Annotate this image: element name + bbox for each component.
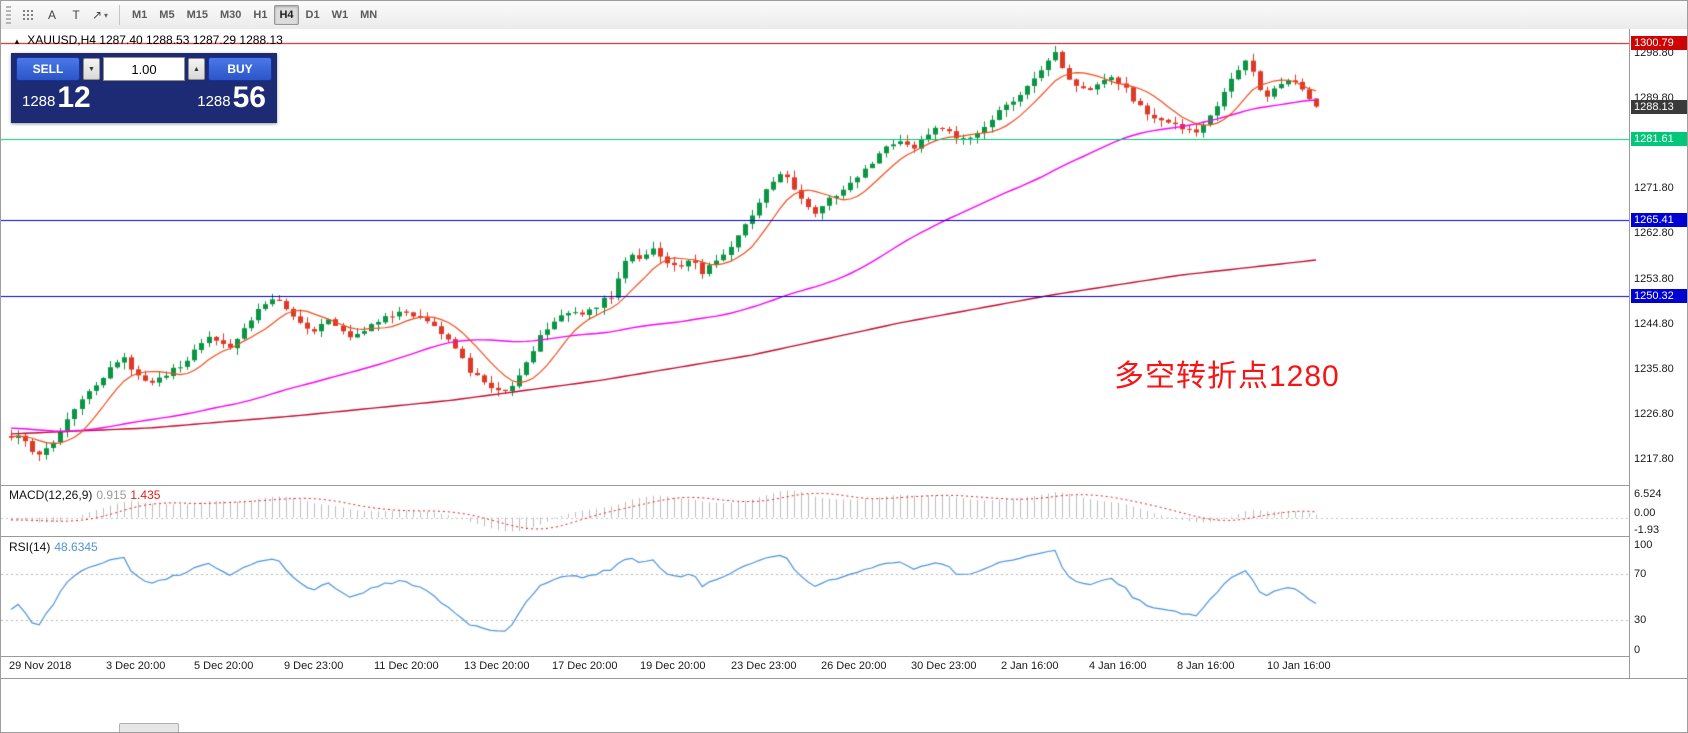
chart-region: ▲ XAUUSD,H4 1287.40 1288.53 1287.29 1288…: [1, 29, 1688, 733]
panel-separator[interactable]: [1, 536, 1629, 537]
timeframe-button-d1[interactable]: D1: [301, 5, 325, 25]
time-axis-label: 26 Dec 20:00: [821, 660, 886, 672]
chart-annotation-text: 多空转折点1280: [1114, 351, 1340, 395]
price-tick-label: 1244.80: [1634, 318, 1674, 330]
price-tick-label: 1226.80: [1634, 408, 1674, 420]
grid-glyph: [22, 9, 34, 21]
price-tick-label: 1271.80: [1634, 182, 1674, 194]
toolbar-separator: [119, 5, 120, 25]
timeframe-button-w1[interactable]: W1: [327, 5, 354, 25]
timeframe-button-m15[interactable]: M15: [182, 5, 213, 25]
rsi-axis-label: 100: [1634, 539, 1652, 551]
buy-price: 1288 56: [197, 83, 266, 113]
rsi-indicator-canvas[interactable]: [1, 539, 1629, 655]
time-axis[interactable]: 29 Nov 2018 3 Dec 20:00 5 Dec 20:00 9 Dec 2…: [1, 657, 1629, 678]
volume-input[interactable]: [103, 57, 185, 81]
toolbar: A T ↗ ▾ M1M5M15M30H1H4D1W1MN: [1, 1, 1687, 30]
price-line-badge: 1300.79: [1631, 36, 1688, 50]
price-axis-separator: [1629, 29, 1630, 678]
timeframe-button-h4[interactable]: H4: [274, 5, 298, 25]
rsi-axis-label: 70: [1634, 568, 1646, 580]
timeframe-button-m5[interactable]: M5: [154, 5, 179, 25]
volume-decrease-button[interactable]: ▼: [83, 58, 100, 80]
bottom-strip: [1, 678, 1688, 733]
time-axis-label: 11 Dec 20:00: [374, 660, 439, 672]
sell-button[interactable]: SELL: [16, 57, 80, 81]
time-axis-label: 19 Dec 20:00: [640, 660, 705, 672]
time-axis-label: 10 Jan 16:00: [1267, 660, 1331, 672]
sell-price: 1288 12: [22, 83, 91, 113]
price-tick-label: 1217.80: [1634, 453, 1674, 465]
time-axis-label: 30 Dec 23:00: [911, 660, 976, 672]
time-axis-label: 17 Dec 20:00: [552, 660, 617, 672]
time-axis-label: 29 Nov 2018: [9, 660, 71, 672]
timeframe-button-mn[interactable]: MN: [355, 5, 382, 25]
price-line-badge: 1250.32: [1631, 289, 1688, 303]
time-axis-label: 4 Jan 16:00: [1089, 660, 1147, 672]
grid-tool-icon[interactable]: [16, 4, 40, 26]
timeframe-button-m30[interactable]: M30: [215, 5, 246, 25]
arrow-glyph: ↗: [92, 8, 102, 22]
one-click-toggle-icon[interactable]: ▲: [13, 37, 21, 46]
time-axis-label: 23 Dec 23:00: [731, 660, 796, 672]
macd-axis-label: -1.93: [1634, 524, 1659, 536]
price-tick-label: 1262.80: [1634, 227, 1674, 239]
trade-controls-row: SELL ▼ ▲ BUY: [16, 57, 272, 81]
mt4-window: A T ↗ ▾ M1M5M15M30H1H4D1W1MN ▲ XAUUSD,H4…: [0, 0, 1688, 733]
one-click-trading-panel: SELL ▼ ▲ BUY 1288 12 1288 56: [11, 53, 277, 123]
ohlc-readout: XAUUSD,H4 1287.40 1288.53 1287.29 1288.1…: [27, 33, 283, 47]
price-axis[interactable]: 1298.801289.801271.801262.801253.801244.…: [1631, 29, 1688, 678]
macd-axis-label: 0.00: [1634, 507, 1655, 519]
time-axis-label: 2 Jan 16:00: [1001, 660, 1059, 672]
time-axis-label: 9 Dec 23:00: [284, 660, 343, 672]
dropdown-caret-icon: ▾: [104, 11, 108, 20]
buy-button[interactable]: BUY: [208, 57, 272, 81]
volume-increase-button[interactable]: ▲: [188, 58, 205, 80]
time-axis-label: 5 Dec 20:00: [194, 660, 253, 672]
timeframe-bar: M1M5M15M30H1H4D1W1MN: [127, 5, 382, 25]
trade-prices-row: 1288 12 1288 56: [16, 81, 272, 113]
panel-separator[interactable]: [1, 485, 1629, 486]
price-tick-label: 1235.80: [1634, 363, 1674, 375]
macd-axis-label: 6.524: [1634, 488, 1662, 500]
chart-tab[interactable]: [119, 723, 179, 733]
macd-indicator-canvas[interactable]: [1, 487, 1629, 535]
rsi-axis-label: 30: [1634, 614, 1646, 626]
price-line-badge: 1281.61: [1631, 132, 1688, 146]
arrow-tools-icon[interactable]: ↗ ▾: [88, 4, 112, 26]
time-axis-label: 3 Dec 20:00: [106, 660, 165, 672]
text-label-tool-icon[interactable]: T: [64, 4, 88, 26]
time-axis-label: 13 Dec 20:00: [464, 660, 529, 672]
rsi-axis-label: 0: [1634, 644, 1640, 656]
timeframe-button-h1[interactable]: H1: [248, 5, 272, 25]
rsi-label: RSI(14)48.6345: [9, 540, 98, 554]
timeframe-button-m1[interactable]: M1: [127, 5, 152, 25]
macd-label: MACD(12,26,9)0.9151.435: [9, 488, 160, 502]
chart-title: ▲ XAUUSD,H4 1287.40 1288.53 1287.29 1288…: [13, 33, 283, 47]
price-tick-label: 1253.80: [1634, 273, 1674, 285]
toolbar-grip[interactable]: [6, 6, 11, 24]
text-annotation-tool-icon[interactable]: A: [40, 4, 64, 26]
current-price-badge: 1288.13: [1631, 100, 1688, 114]
time-axis-label: 8 Jan 16:00: [1177, 660, 1235, 672]
price-line-badge: 1265.41: [1631, 213, 1688, 227]
